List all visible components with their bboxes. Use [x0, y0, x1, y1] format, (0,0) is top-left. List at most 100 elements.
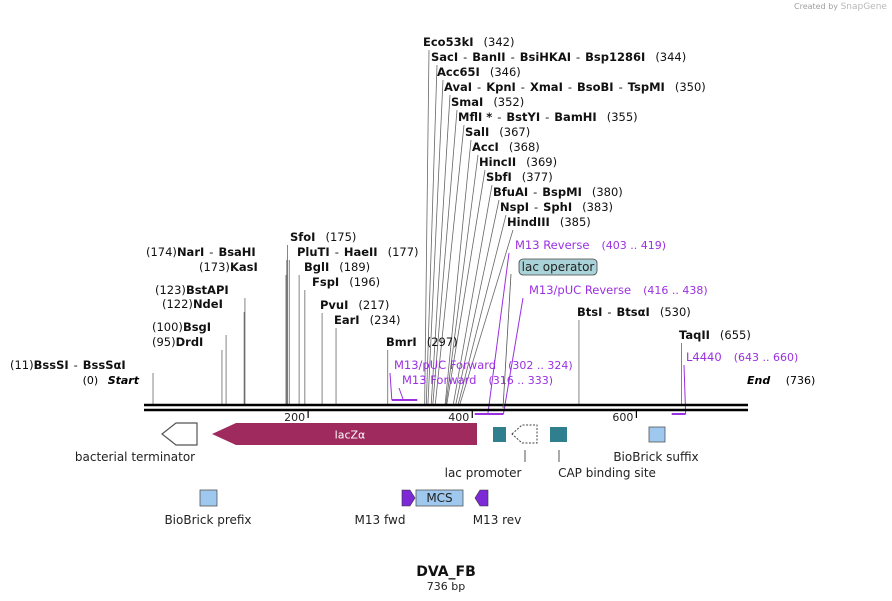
- mcs-box[interactable]: [415, 489, 464, 507]
- enzyme-name-14-0: Eco53kI: [423, 35, 474, 49]
- primer-leader-1: [502, 297, 524, 415]
- primer-range-4: (643 .. 660): [734, 351, 799, 364]
- enzyme-pos-14: (342): [484, 35, 515, 49]
- enzyme-sep-24-1: -: [533, 185, 537, 199]
- enzyme-name-17-3: BsoBI: [577, 80, 614, 94]
- enzyme-name-2-0: BsgI: [183, 320, 211, 334]
- enzyme-name-1-0: DrdI: [176, 335, 204, 349]
- enzyme-sep-15-1: -: [463, 50, 467, 64]
- enzyme-name-26-0: HindIII: [507, 215, 550, 229]
- enzyme-sep-17-2: -: [521, 80, 525, 94]
- lac-operator-label-box[interactable]: [518, 258, 598, 276]
- enzyme-pos-13: (297): [427, 335, 458, 349]
- m13-fwd-label: M13 fwd: [355, 513, 406, 527]
- enzyme-cut-line-17: [430, 94, 451, 405]
- biobrick-prefix-label: BioBrick prefix: [164, 513, 251, 527]
- enzyme-name-13-0: BmrI: [386, 335, 417, 349]
- enzyme-pos-9: (189): [339, 260, 370, 274]
- enzyme-sep-8-1: -: [335, 245, 339, 259]
- mcs-label: MCS: [426, 491, 452, 505]
- enzyme-name-28-0: TaqII: [679, 328, 710, 342]
- m13-rev-arrow[interactable]: [474, 489, 489, 507]
- lac-operator-box[interactable]: [493, 427, 506, 442]
- enzyme-cut-line-21: [445, 154, 479, 405]
- enzyme-label-10: FspI (196): [312, 275, 380, 289]
- m13-rev-label: M13 rev: [473, 513, 522, 527]
- enzyme-name-19-0: MflI *: [458, 110, 492, 124]
- enzyme-name-15-1: BanII: [472, 50, 505, 64]
- enzyme-label-16: Acc65I (346): [437, 65, 521, 79]
- enzyme-name-6-1: BsaHI: [218, 245, 255, 259]
- start-label: (0) Start: [83, 374, 140, 387]
- primer-label-4: L4440 (643 .. 660): [686, 350, 798, 364]
- enzyme-label-15: SacI - BanII - BsiHKAI - Bsp1286I (344): [431, 50, 686, 64]
- enzyme-cut-line-20: [444, 139, 472, 405]
- ruler: 200 400 600: [284, 410, 637, 424]
- enzyme-pos-25: (383): [582, 200, 613, 214]
- cap-binding-site-label: CAP binding site: [558, 466, 656, 480]
- enzyme-sep-15-3: -: [576, 50, 580, 64]
- enzyme-cut-line-16: [427, 79, 444, 405]
- enzyme-name-3-0: NdeI: [193, 297, 223, 311]
- primer-label-2: M13/pUC Forward (302 .. 324): [394, 358, 573, 372]
- enzyme-sep-0-1: -: [74, 358, 78, 372]
- enzyme-cut-line-22: [446, 169, 486, 405]
- enzyme-pos-26: (385): [560, 215, 591, 229]
- enzyme-cut-line-25: [457, 214, 507, 405]
- enzyme-name-12-0: EarI: [334, 313, 360, 327]
- enzyme-labels: (11)BssSI - BssSαI(95)DrdI(100)BsgI(122)Nd…: [10, 35, 751, 372]
- lac-promoter-arrow[interactable]: [511, 424, 538, 444]
- enzyme-pos-27: (530): [660, 305, 691, 319]
- enzyme-label-1: (95)DrdI: [152, 335, 203, 349]
- cap-binding-site-box[interactable]: [550, 427, 567, 442]
- enzyme-label-21: AccI (368): [472, 140, 540, 154]
- enzyme-pos-16: (346): [490, 65, 521, 79]
- primer-name-0: M13 Reverse: [515, 238, 589, 252]
- enzyme-pos-21: (368): [509, 140, 540, 154]
- enzyme-pos-12: (234): [370, 313, 401, 327]
- enzyme-label-11: PvuI (217): [320, 298, 389, 312]
- enzyme-name-27-1: BtsαI: [617, 305, 650, 319]
- enzyme-sep-19-2: -: [545, 110, 549, 124]
- enzyme-name-0-1: BssSαI: [83, 358, 126, 372]
- enzyme-name-18-0: SmaI: [451, 95, 483, 109]
- enzyme-label-8: PluTI - HaeII (177): [297, 245, 419, 259]
- enzyme-name-25-0: NspI: [500, 200, 529, 214]
- enzyme-name-8-0: PluTI: [297, 245, 330, 259]
- enzyme-cut-lines: [152, 49, 682, 405]
- enzyme-label-22: HincII (369): [479, 155, 557, 169]
- enzyme-cut-line-18: [432, 109, 458, 405]
- sequence-length: 736 bp: [427, 580, 465, 593]
- lac-operator-leader: [502, 273, 512, 409]
- enzyme-pos-22: (369): [526, 155, 557, 169]
- biobrick-suffix-box[interactable]: [648, 426, 666, 443]
- primer-range-0: (403 .. 419): [601, 239, 666, 252]
- ruler-tick-label-400: 400: [448, 411, 469, 424]
- enzyme-label-5: (173)KasI: [199, 260, 258, 274]
- enzyme-name-15-2: BsiHKAI: [520, 50, 571, 64]
- lac-operator-annotation: lac operator: [502, 258, 598, 409]
- enzyme-pos-6: (174): [146, 245, 177, 259]
- bacterial-terminator-arrow[interactable]: [161, 422, 198, 446]
- enzyme-sep-17-1: -: [477, 80, 481, 94]
- enzyme-sep-25-1: -: [534, 200, 538, 214]
- primer-leader-0: [487, 252, 510, 415]
- primer-label-0: M13 Reverse (403 .. 419): [515, 238, 666, 252]
- enzyme-pos-7: (175): [325, 230, 356, 244]
- enzyme-sep-19-1: -: [497, 110, 501, 124]
- enzyme-name-15-0: SacI: [431, 50, 458, 64]
- enzyme-name-20-0: SalI: [465, 125, 489, 139]
- m13-fwd-arrow[interactable]: [401, 489, 416, 507]
- watermark-prefix: Created by: [794, 2, 839, 11]
- enzyme-name-17-1: KpnI: [486, 80, 516, 94]
- sequence-backbone: [144, 403, 748, 412]
- enzyme-label-25: NspI - SphI (383): [500, 200, 613, 214]
- enzyme-name-5-0: KasI: [230, 260, 258, 274]
- enzyme-sep-27-1: -: [607, 305, 611, 319]
- biobrick-prefix-box[interactable]: [199, 489, 218, 507]
- enzyme-name-19-2: BamHI: [554, 110, 596, 124]
- enzyme-name-21-0: AccI: [472, 140, 499, 154]
- lacza-arrow[interactable]: [212, 423, 477, 445]
- lac-promoter-label: lac promoter: [445, 466, 522, 480]
- enzyme-cut-line-23: [452, 184, 493, 405]
